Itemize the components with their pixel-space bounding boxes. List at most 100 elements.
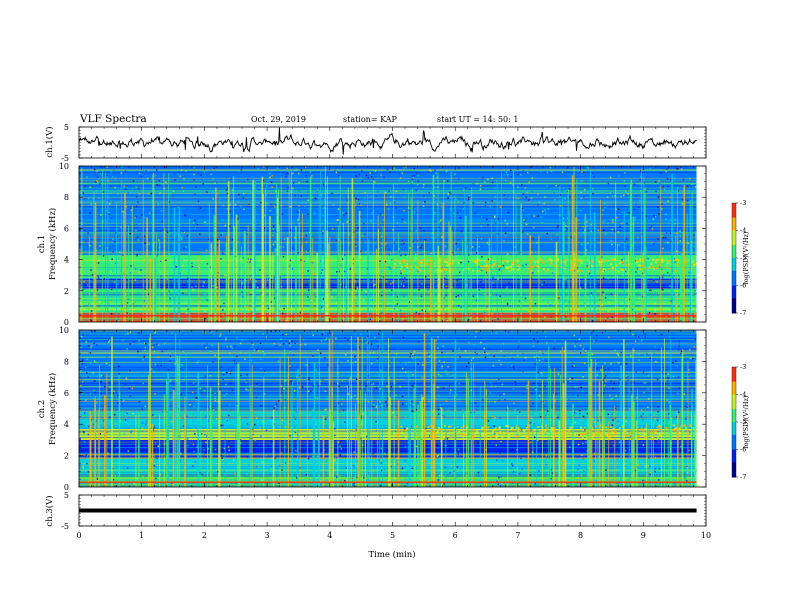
- speckle: [251, 428, 254, 431]
- speckle: [387, 208, 390, 210]
- speckle: [425, 308, 427, 310]
- speckle: [387, 191, 390, 193]
- speckle: [493, 187, 496, 189]
- sferic: [485, 257, 487, 322]
- speckle: [133, 233, 135, 236]
- speckle: [582, 415, 585, 418]
- emission: [495, 436, 498, 439]
- speckle: [243, 208, 245, 210]
- speckle: [591, 353, 594, 356]
- speckle: [124, 419, 127, 421]
- speckle: [447, 409, 449, 412]
- speckle: [469, 375, 471, 378]
- sferic: [598, 380, 601, 487]
- speckle: [91, 273, 94, 276]
- speckle: [673, 373, 675, 375]
- speckle: [266, 286, 268, 289]
- speckle: [220, 255, 222, 258]
- spectral-line: [79, 254, 697, 256]
- emission: [421, 262, 424, 265]
- speckle: [282, 343, 285, 345]
- speckle: [122, 400, 125, 402]
- speckle: [438, 474, 441, 477]
- speckle: [672, 299, 675, 302]
- speckle: [663, 274, 665, 276]
- speckle: [532, 382, 535, 385]
- speckle: [265, 454, 267, 457]
- speckle: [588, 407, 590, 409]
- speckle: [298, 181, 300, 184]
- speckle: [565, 313, 568, 316]
- speckle: [417, 174, 420, 177]
- speckle: [611, 243, 613, 246]
- emission: [585, 431, 588, 434]
- speckle: [685, 418, 687, 420]
- speckle: [324, 409, 326, 411]
- speckle: [680, 352, 682, 355]
- speckle: [140, 269, 142, 271]
- speckle: [155, 343, 158, 346]
- speckle: [341, 398, 344, 400]
- speckle: [634, 312, 637, 314]
- speckle: [560, 313, 562, 316]
- spectral-line: [79, 363, 697, 364]
- speckle: [130, 431, 132, 434]
- speckle: [449, 392, 451, 394]
- speckle: [179, 175, 181, 177]
- speckle: [577, 406, 580, 409]
- speckle: [362, 241, 364, 243]
- speckle: [92, 423, 95, 426]
- speckle: [607, 368, 610, 370]
- speckle: [532, 386, 535, 389]
- speckle: [494, 417, 496, 419]
- speckle: [386, 404, 388, 406]
- speckle: [609, 269, 611, 271]
- speckle: [498, 359, 500, 362]
- speckle: [652, 242, 655, 245]
- speckle: [360, 259, 363, 261]
- speckle: [635, 334, 637, 337]
- speckle: [89, 212, 92, 214]
- spectral-line: [79, 447, 697, 449]
- speckle: [690, 183, 693, 186]
- speckle: [100, 432, 102, 434]
- speckle: [625, 375, 628, 377]
- spectral-line: [79, 451, 697, 453]
- speckle: [438, 362, 440, 364]
- emission: [395, 433, 398, 436]
- speckle: [390, 283, 392, 285]
- speckle: [590, 294, 593, 297]
- speckle: [331, 228, 334, 230]
- speckle: [290, 229, 292, 231]
- speckle: [428, 393, 430, 395]
- speckle: [249, 278, 252, 281]
- speckle: [396, 296, 399, 298]
- emission: [469, 435, 472, 438]
- speckle: [138, 193, 140, 195]
- speckle: [497, 318, 499, 320]
- speckle: [624, 449, 627, 452]
- speckle: [584, 429, 586, 431]
- speckle: [372, 405, 374, 408]
- speckle: [577, 468, 579, 471]
- spectral-line: [79, 304, 697, 306]
- speckle: [201, 180, 204, 183]
- speckle: [204, 310, 206, 312]
- spectral-line: [79, 232, 697, 234]
- speckle: [642, 444, 645, 446]
- speckle: [378, 247, 381, 250]
- speckle: [261, 420, 264, 423]
- emission: [415, 436, 418, 439]
- speckle: [124, 413, 127, 416]
- sferic: [167, 371, 169, 487]
- speckle: [376, 447, 378, 449]
- speckle: [369, 354, 372, 356]
- speckle: [538, 359, 541, 362]
- speckle: [489, 392, 492, 394]
- speckle: [381, 270, 384, 273]
- emission: [399, 262, 402, 265]
- spectral-line: [79, 416, 697, 418]
- speckle: [194, 219, 196, 222]
- emission: [691, 267, 694, 270]
- speckle: [380, 174, 382, 176]
